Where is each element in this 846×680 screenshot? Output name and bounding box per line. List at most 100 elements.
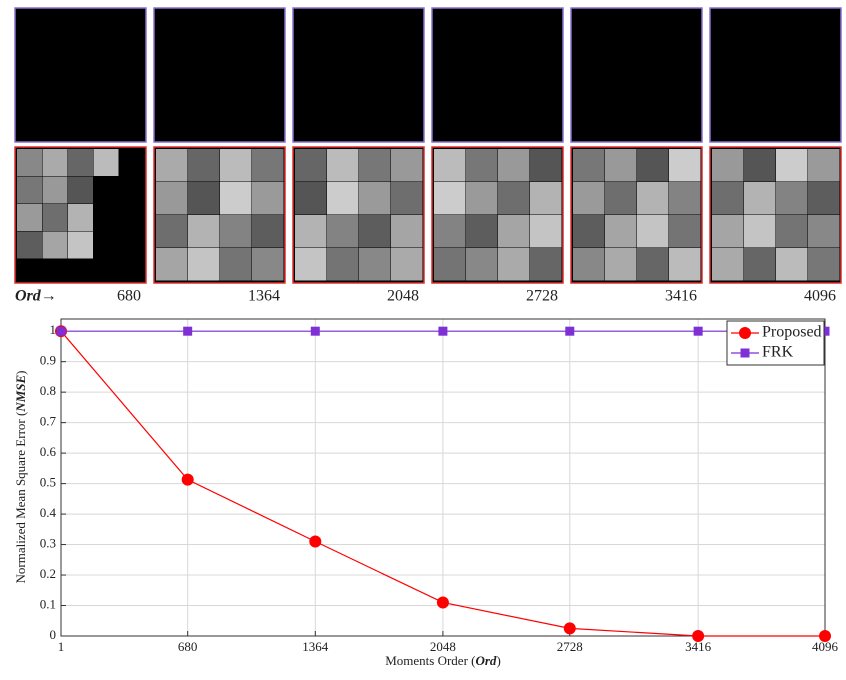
image-patch <box>17 204 42 231</box>
image-patch <box>188 248 220 281</box>
y-axis-label-text: Normalized Mean Square Error ( <box>13 412 28 584</box>
y-tick-label: 0.6 <box>40 444 57 459</box>
image-patch <box>327 182 359 215</box>
image-patch <box>498 182 530 215</box>
data-point <box>437 596 449 608</box>
order-label: 680 <box>117 288 141 305</box>
y-tick-label: 0 <box>50 627 57 642</box>
x-axis-label-emphasis: Ord <box>475 653 496 668</box>
image-patch <box>637 248 669 281</box>
y-tick-label: 0.7 <box>40 414 57 429</box>
y-axis-label: Normalized Mean Square Error (NMSE) <box>13 370 28 583</box>
y-tick-label: 0.8 <box>40 383 56 398</box>
image-patch <box>252 248 284 281</box>
order-label: 4096 <box>804 288 836 305</box>
data-point <box>438 327 447 336</box>
y-axis-label-text: ) <box>13 370 28 374</box>
image-patch <box>744 149 776 182</box>
data-point <box>692 630 704 642</box>
image-patch <box>669 149 701 182</box>
image-patch <box>391 182 423 215</box>
image-patch <box>530 149 562 182</box>
data-point <box>182 474 194 486</box>
image-patch <box>466 215 498 248</box>
image-patch <box>391 248 423 281</box>
data-point <box>694 327 703 336</box>
image-patch <box>17 177 42 204</box>
image-patch <box>637 182 669 215</box>
image-patch <box>252 149 284 182</box>
image-patch <box>327 215 359 248</box>
image-patch <box>220 149 252 182</box>
image-patch <box>776 149 808 182</box>
image-patch <box>43 204 68 231</box>
blank-tile <box>293 8 424 142</box>
image-patch <box>530 248 562 281</box>
image-patch <box>188 182 220 215</box>
image-patch <box>220 248 252 281</box>
x-tick-label: 2728 <box>557 639 583 654</box>
image-patch <box>808 149 840 182</box>
image-patch <box>712 182 744 215</box>
image-patch <box>573 182 605 215</box>
image-patch <box>434 149 466 182</box>
legend-marker <box>739 327 751 339</box>
blank-tile <box>15 8 146 142</box>
legend-label: Proposed <box>762 324 822 341</box>
image-patch <box>220 215 252 248</box>
image-patch <box>68 204 93 231</box>
image-patch <box>359 215 391 248</box>
image-patch <box>327 248 359 281</box>
image-patch <box>466 248 498 281</box>
image-patch <box>669 248 701 281</box>
image-patch <box>359 182 391 215</box>
row-label: Ord→ <box>15 288 57 305</box>
image-patch <box>498 149 530 182</box>
image-patch <box>327 149 359 182</box>
y-tick-label: 0.3 <box>40 536 56 551</box>
image-patch <box>188 215 220 248</box>
y-tick-label: 0.2 <box>40 566 56 581</box>
image-patch <box>17 232 42 259</box>
image-patch <box>391 149 423 182</box>
image-patch <box>295 149 327 182</box>
image-patch <box>17 149 42 176</box>
data-point <box>311 327 320 336</box>
image-patch <box>669 182 701 215</box>
image-patch <box>573 215 605 248</box>
image-patch <box>434 182 466 215</box>
image-patch <box>43 177 68 204</box>
image-patch <box>498 215 530 248</box>
x-tick-label: 1 <box>58 639 65 654</box>
image-patch <box>252 182 284 215</box>
image-patch <box>776 215 808 248</box>
image-patch <box>220 182 252 215</box>
image-patch <box>188 149 220 182</box>
image-patch <box>530 215 562 248</box>
image-patch <box>295 248 327 281</box>
image-patch <box>466 149 498 182</box>
image-patch <box>712 149 744 182</box>
image-patch <box>68 232 93 259</box>
data-point <box>309 536 321 548</box>
image-patch <box>669 215 701 248</box>
x-tick-label: 680 <box>178 639 198 654</box>
image-patch <box>605 215 637 248</box>
image-patch <box>637 149 669 182</box>
x-tick-label: 2048 <box>430 639 456 654</box>
x-axis-label: Moments Order (Ord) <box>385 653 501 668</box>
blank-tile <box>154 8 285 142</box>
image-patch <box>808 248 840 281</box>
image-patch <box>156 182 188 215</box>
image-patch <box>156 149 188 182</box>
image-patch <box>295 182 327 215</box>
image-patch <box>68 149 93 176</box>
image-patch <box>434 215 466 248</box>
image-patch <box>776 182 808 215</box>
image-patch <box>530 182 562 215</box>
image-patch <box>252 215 284 248</box>
legend-marker <box>741 349 750 358</box>
image-patch <box>712 248 744 281</box>
image-patch <box>68 177 93 204</box>
order-label: 2048 <box>387 288 419 305</box>
